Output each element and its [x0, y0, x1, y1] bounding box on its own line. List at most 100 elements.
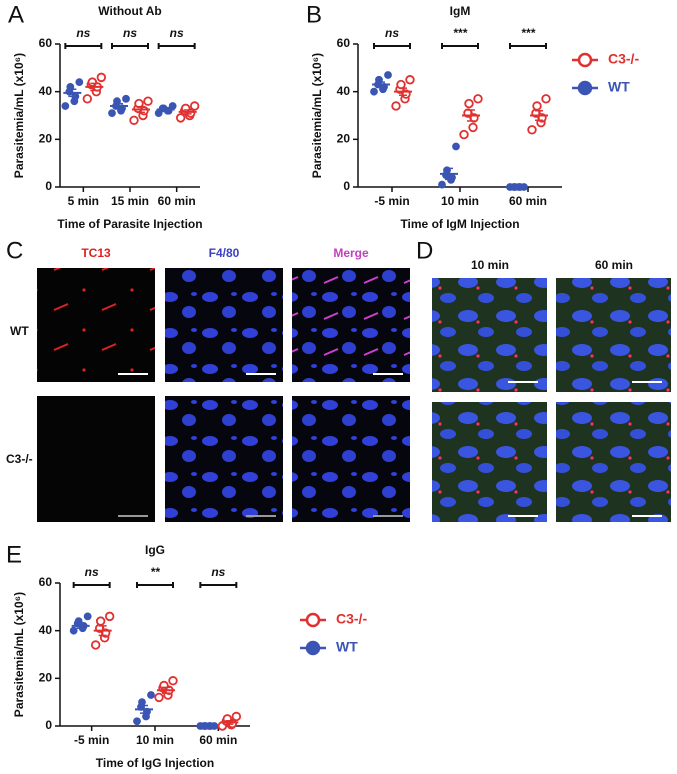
micrograph	[292, 396, 410, 522]
legend-marker	[305, 640, 321, 656]
x-axis-label: Time of IgM Injection	[400, 217, 519, 231]
data-point	[438, 180, 446, 189]
data-point	[143, 96, 153, 106]
significance-bracket	[373, 43, 411, 49]
legend-label: WT	[608, 79, 630, 95]
micrograph	[556, 278, 671, 392]
significance-bracket	[157, 43, 196, 49]
error-bar	[399, 87, 407, 96]
panel-letter: D	[416, 237, 433, 264]
y-tick-label: 0	[343, 179, 350, 193]
data-point	[384, 71, 392, 79]
data-point	[108, 109, 116, 118]
data-point	[532, 101, 542, 111]
column-label: 60 min	[595, 258, 633, 272]
data-point	[104, 611, 115, 622]
column-label: 10 min	[471, 258, 509, 272]
error-bar	[377, 81, 385, 88]
legend-marker	[577, 80, 593, 96]
annotation: ***	[521, 26, 536, 40]
annotation: ns	[385, 26, 399, 40]
error-bar	[162, 686, 170, 694]
significance-bracket	[199, 582, 238, 588]
legend-marker	[577, 52, 593, 68]
annotation: ns	[123, 26, 137, 40]
micrograph	[432, 402, 547, 522]
legend-label: C3-/-	[608, 51, 639, 67]
data-point	[61, 102, 70, 110]
data-point	[129, 115, 139, 125]
data-point	[69, 626, 78, 635]
x-tick-label: -5 min	[74, 733, 109, 747]
data-point	[168, 102, 177, 110]
data-point	[96, 72, 107, 83]
legend-label: C3-/-	[336, 611, 367, 627]
y-tick-label: 20	[39, 671, 53, 685]
error-bar	[98, 625, 107, 637]
y-tick-label: 20	[39, 132, 53, 146]
data-point	[154, 692, 164, 703]
legend-label: WT	[336, 639, 358, 655]
y-tick-label: 40	[39, 623, 53, 637]
data-point	[138, 698, 146, 707]
data-point	[452, 142, 460, 151]
data-point	[90, 640, 101, 650]
y-tick-label: 60	[39, 575, 53, 589]
data-point	[459, 129, 469, 140]
x-tick-label: 10 min	[136, 733, 174, 747]
annotation: ns	[211, 565, 225, 579]
micrograph	[165, 396, 283, 522]
y-tick-label: 40	[39, 84, 53, 98]
y-tick-label: 20	[337, 132, 351, 146]
panel-c: C TC13 F4/80 Merge WT C3-/-	[6, 237, 410, 522]
y-tick-label: 60	[39, 36, 53, 50]
column-label: Merge	[333, 246, 369, 260]
error-bar	[140, 704, 148, 714]
y-tick-label: 0	[45, 179, 52, 193]
y-axis-label: Parasitemia/mL (x10⁶)	[12, 592, 26, 717]
data-point	[168, 676, 178, 686]
chart-title: IgM	[450, 4, 471, 18]
data-point	[95, 616, 106, 626]
data-point	[147, 691, 155, 699]
annotation: ns	[170, 26, 184, 40]
data-point	[189, 101, 200, 111]
annotation: ns	[85, 565, 99, 579]
x-tick-label: -5 min	[374, 194, 409, 208]
micrograph	[556, 402, 671, 522]
panel-d: D 10 min 60 min	[416, 237, 671, 522]
column-label: F4/80	[209, 246, 240, 260]
column-label: TC13	[81, 246, 111, 260]
data-point	[405, 75, 415, 85]
significance-bracket	[72, 582, 111, 588]
row-label: WT	[10, 324, 29, 338]
error-bar	[445, 167, 453, 181]
panel-letter: C	[6, 237, 23, 264]
data-point	[396, 79, 406, 90]
x-tick-label: 60 min	[509, 194, 547, 208]
scale-bars	[508, 381, 662, 517]
scale-bars	[118, 373, 403, 517]
annotation: **	[150, 565, 161, 579]
y-axis-label: Parasitemia/mL (x10⁶)	[12, 53, 26, 178]
error-bar	[137, 105, 145, 114]
data-point	[75, 78, 84, 87]
micrograph	[292, 268, 410, 382]
x-tick-label: 60 min	[199, 733, 237, 747]
significance-bracket	[111, 43, 149, 49]
x-tick-label: 10 min	[441, 194, 479, 208]
annotation: ***	[453, 26, 468, 40]
error-bar	[225, 720, 234, 725]
chart-title: Without Ab	[98, 4, 161, 18]
dot-chart: E IgG Time of IgG Injection Parasitemia/mL …	[6, 541, 367, 770]
data-point	[464, 98, 474, 109]
data-point	[468, 122, 478, 133]
data-point	[391, 101, 401, 111]
error-bar	[535, 109, 543, 122]
error-bar	[76, 622, 85, 630]
data-point	[122, 94, 130, 103]
data-point	[133, 717, 141, 726]
y-tick-label: 0	[45, 718, 52, 732]
micrograph	[37, 396, 155, 522]
y-tick-label: 60	[337, 36, 351, 50]
